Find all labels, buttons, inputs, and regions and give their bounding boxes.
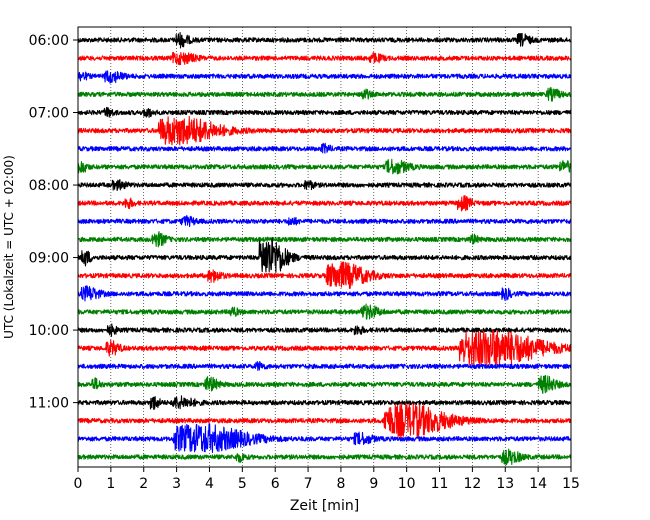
x-tick-label: 10 [398,476,416,492]
x-axis: 0 1 2 3 4 5 6 7 8 9 10 11 12 13 14 15 [74,467,580,492]
seismogram-trace [77,215,572,228]
x-tick-label: 0 [74,476,83,492]
x-axis-label: Zeit [min] [290,498,359,514]
x-tick-label: 11 [431,476,449,492]
y-tick-label: 08:00 [29,178,69,194]
x-tick-label: 13 [496,476,514,492]
x-tick-label: 9 [369,476,378,492]
x-tick-label: 4 [205,476,214,492]
y-tick-label: 09:00 [29,251,69,267]
seismogram-trace [77,423,572,454]
x-tick-label: 7 [304,476,313,492]
seismogram-trace [77,70,572,84]
y-tick-label: 06:00 [29,33,69,49]
x-tick-label: 14 [529,476,547,492]
seismogram-trace [77,303,572,320]
x-tick-label: 5 [238,476,247,492]
seismogram-trace [77,375,572,394]
seismogram-trace [77,285,572,302]
x-tick-label: 15 [562,476,580,492]
grid-lines [110,27,539,467]
x-tick-label: 12 [463,476,481,492]
y-tick-label: 10:00 [29,323,69,339]
x-tick-label: 3 [172,476,181,492]
seismogram-trace [77,402,572,438]
seismogram-trace [77,237,572,273]
seismogram-trace [77,142,572,154]
seismogram-trace [77,31,572,49]
x-tick-label: 8 [336,476,345,492]
trace-group [77,31,572,466]
seismogram-trace [77,158,572,175]
seismogram-trace [77,323,572,337]
seismogram-trace [77,261,572,289]
seismogram-trace [77,395,572,410]
seismogram-trace [77,231,572,248]
x-tick-label: 6 [271,476,280,492]
x-tick-label: 1 [106,476,115,492]
y-axis: 06:00 07:00 08:00 09:00 10:00 11:00 [29,33,78,412]
seismogram-trace [77,195,572,212]
seismogram-trace [77,51,572,66]
y-tick-label: 11:00 [29,396,69,412]
seismogram-trace [77,86,572,102]
x-tick-label: 2 [139,476,148,492]
seismogram-trace [77,329,572,369]
seismogram-trace [77,116,572,146]
seismogram-trace [77,448,572,466]
seismogram-trace [77,361,572,371]
seismogram-trace [77,179,572,192]
seismogram-trace [77,106,572,118]
y-axis-label: UTC (Lokalzeit = UTC + 02:00) [2,155,16,339]
plot-frame [77,26,572,468]
y-tick-label: 07:00 [29,106,69,122]
